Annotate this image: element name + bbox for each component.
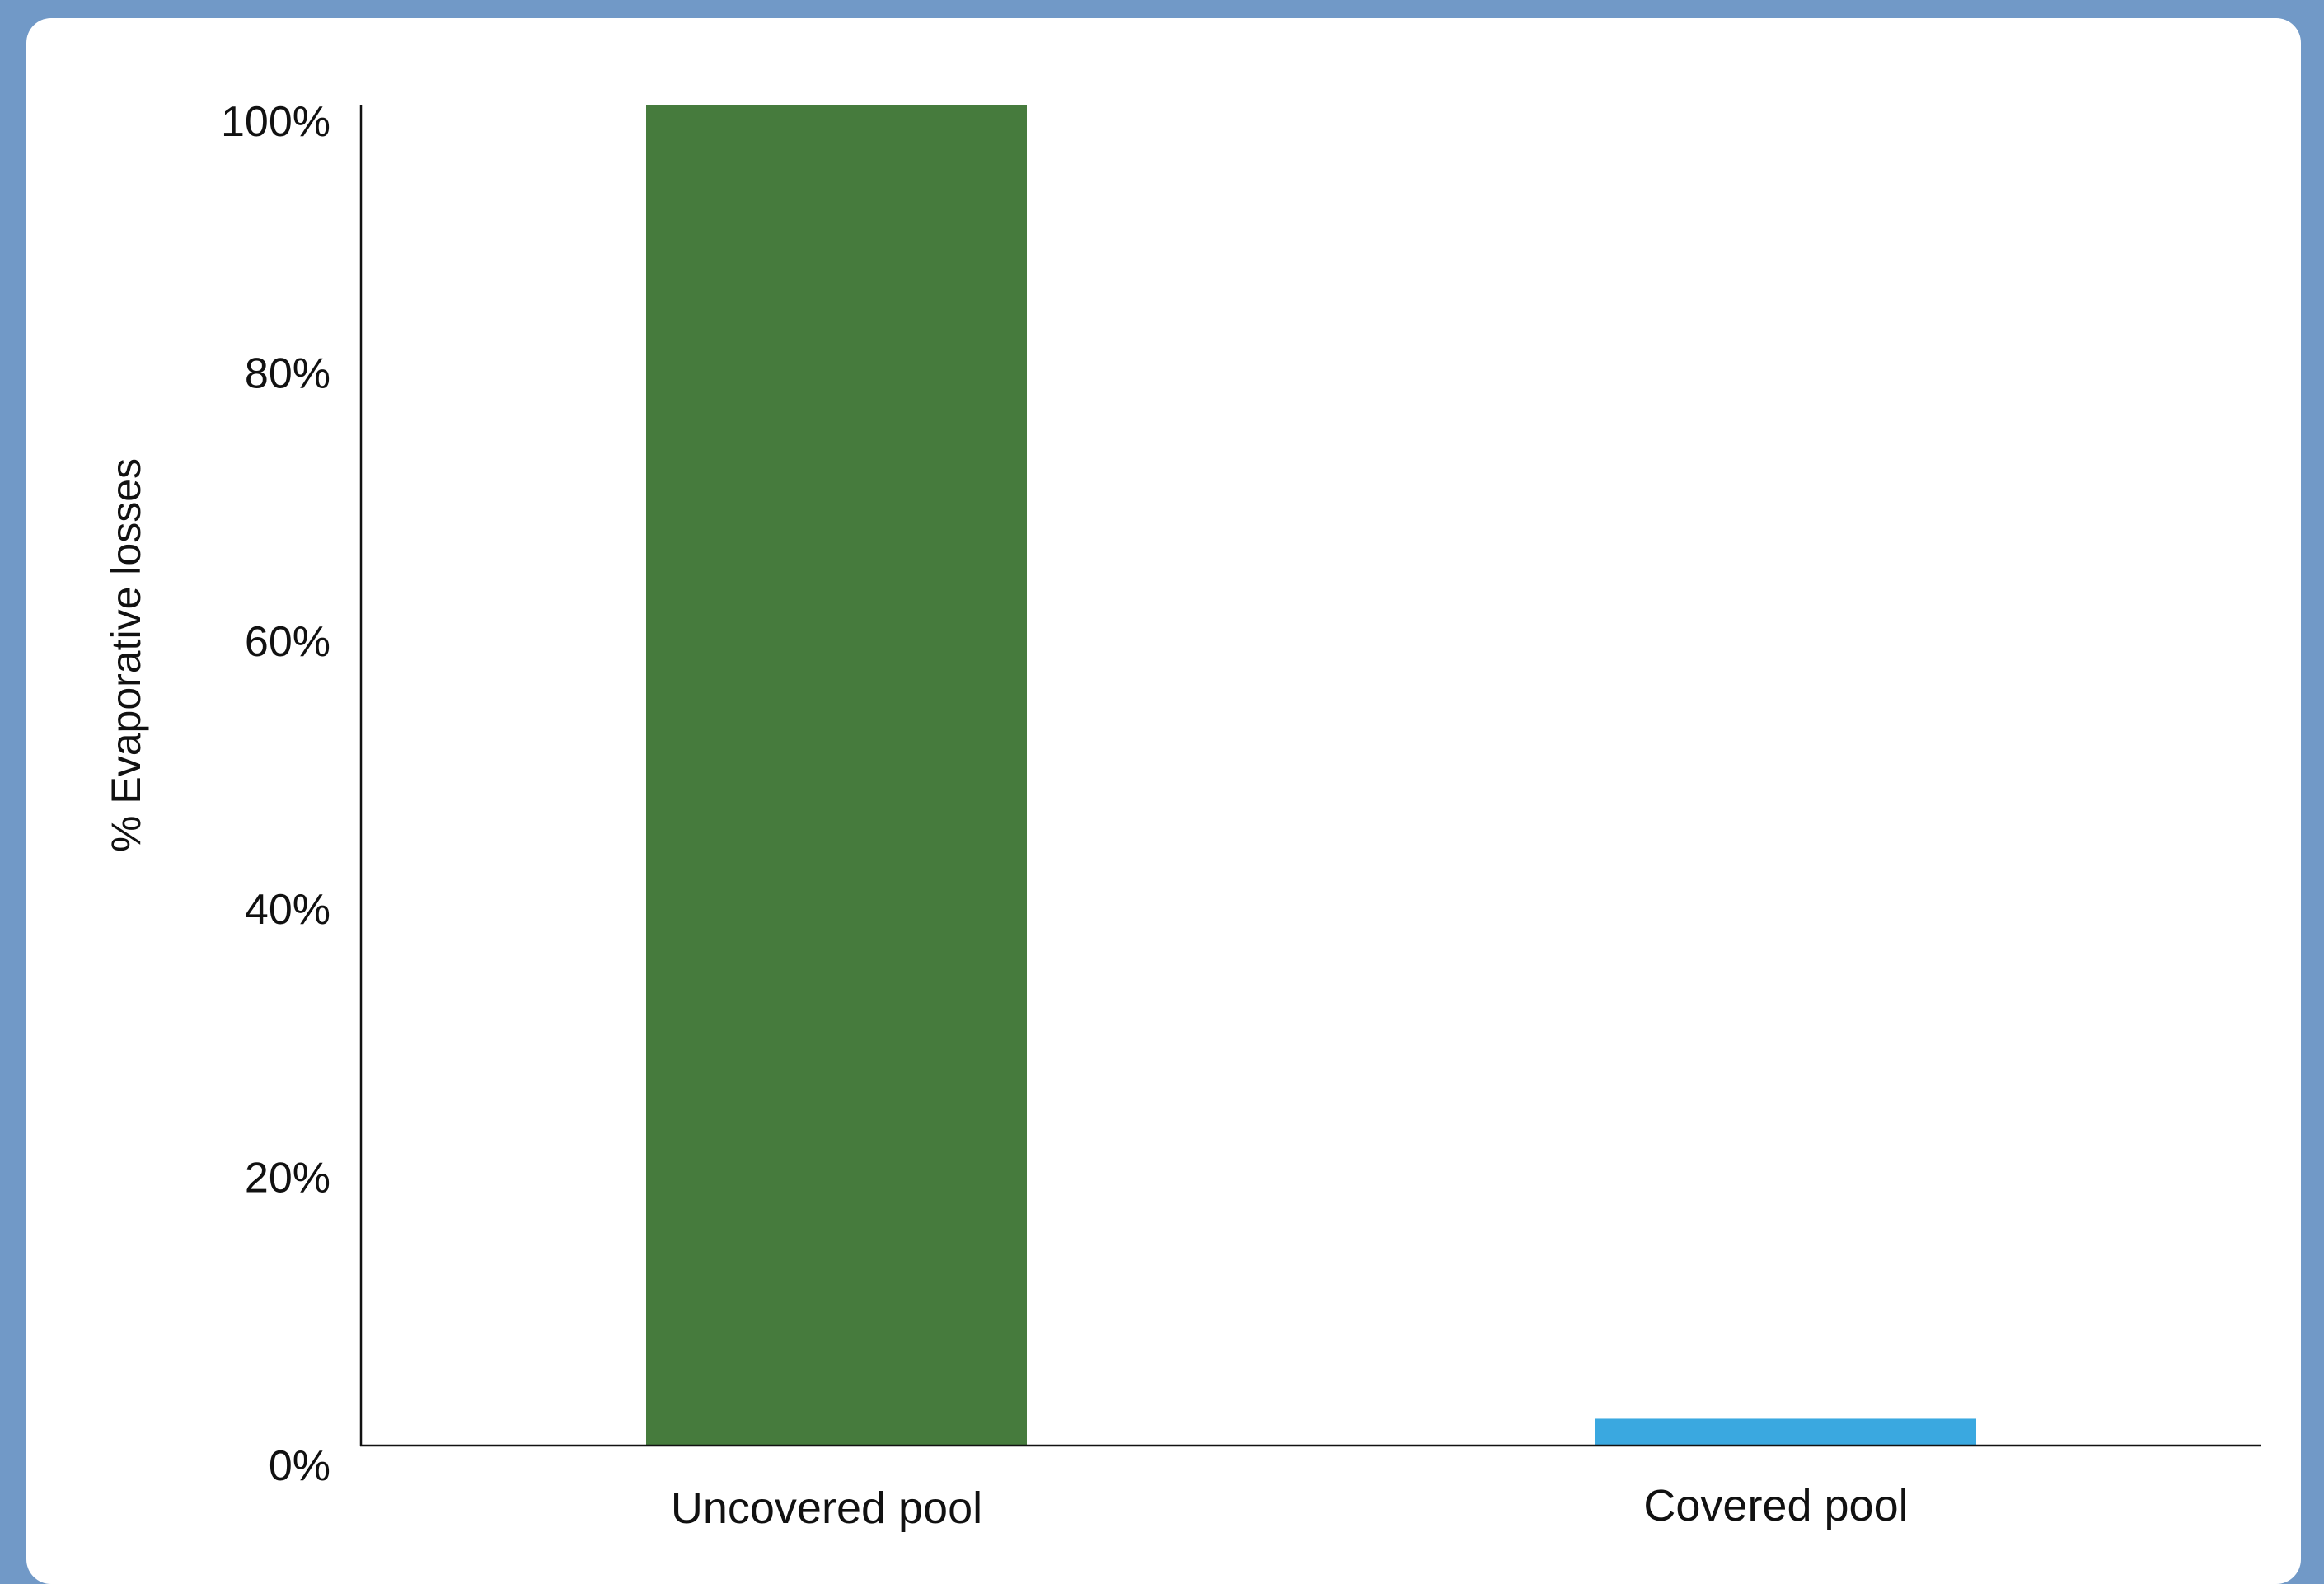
y-tick-label: 0%	[269, 1442, 330, 1490]
y-axis-title: % Evaporative losses	[103, 458, 149, 852]
y-tick-label: 40%	[245, 886, 330, 934]
bar-uncovered-pool	[646, 105, 1027, 1446]
y-tick-label: 20%	[245, 1155, 330, 1202]
bar-covered-pool	[1595, 1418, 1976, 1446]
y-tick-label: 80%	[245, 349, 330, 397]
bar-chart: 0% 20% 40% 60% 80% 100% Uncovered pool Covered…	[103, 98, 2261, 1533]
category-labels: Uncovered pool Covered pool	[671, 1481, 1909, 1533]
chart-panel	[26, 18, 2301, 1584]
y-tick-label: 60%	[245, 618, 330, 666]
category-label: Uncovered pool	[671, 1483, 982, 1533]
bars-layer	[646, 105, 1976, 1446]
category-label: Covered pool	[1643, 1481, 1908, 1530]
y-tick-label: 100%	[221, 98, 330, 146]
y-tick-labels: 0% 20% 40% 60% 80% 100%	[221, 98, 330, 1490]
